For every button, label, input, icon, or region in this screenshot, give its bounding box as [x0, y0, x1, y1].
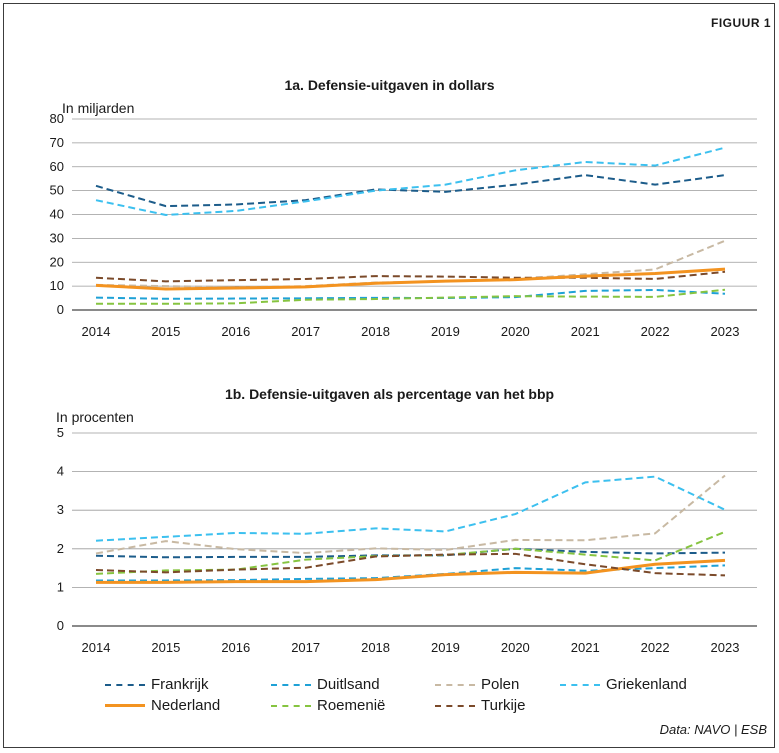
source-note: Data: NAVO | ESB [659, 722, 767, 737]
series-line-frankrijk [95, 174, 726, 208]
legend-label: Frankrijk [151, 676, 209, 693]
legend-label: Duitlsand [317, 676, 380, 693]
legend-item: Griekenland [560, 676, 687, 693]
x-tick-label: 2023 [711, 640, 740, 655]
series-line-frankrijk [95, 547, 726, 559]
x-tick-label: 2016 [221, 324, 250, 339]
legend-label: Nederland [151, 697, 221, 714]
x-tick-label: 2015 [151, 324, 180, 339]
legend-swatch [435, 704, 475, 707]
series-line-polen [95, 474, 726, 555]
figure-label: FIGUUR 1 [710, 16, 771, 30]
x-tick-label: 2021 [571, 324, 600, 339]
series-line-nederland [95, 267, 726, 291]
legend-item: Nederland [105, 697, 220, 714]
y-tick-label: 4 [57, 464, 64, 479]
x-tick-label: 2023 [711, 324, 740, 339]
y-tick-label: 70 [50, 135, 64, 150]
y-tick-label: 50 [50, 183, 64, 198]
series-line-turkije [95, 552, 726, 577]
series-line-turkije [95, 270, 726, 283]
y-tick-label: 10 [50, 278, 64, 293]
y-tick-label: 0 [57, 302, 64, 317]
y-tick-label: 5 [57, 425, 64, 440]
x-tick-label: 2014 [82, 324, 111, 339]
y-tick-label: 3 [57, 502, 64, 517]
legend-swatch [271, 683, 311, 686]
legend-item: Duitlsand [271, 676, 380, 693]
y-tick-label: 40 [50, 207, 64, 222]
legend-swatch [435, 683, 475, 686]
legend-item: Roemenië [271, 697, 385, 714]
x-tick-label: 2020 [501, 324, 530, 339]
x-tick-label: 2014 [82, 640, 111, 655]
legend-item: Polen [435, 676, 519, 693]
legend-swatch [105, 683, 145, 686]
y-tick-label: 60 [50, 159, 64, 174]
chart-1b: 0 1 2 3 4 5 2014 2015 2016 2017 2018 2019 2020 2021 20… [57, 425, 757, 655]
series-line-griekenland [95, 146, 726, 216]
legend-label: Roemenië [317, 697, 386, 714]
x-tick-label: 2019 [431, 640, 460, 655]
x-tick-label: 2017 [291, 324, 320, 339]
legend-swatch [271, 704, 311, 707]
y-tick-label: 30 [50, 230, 64, 245]
chart-1b-title: 1b. Defensie-uitgaven als percentage van… [224, 386, 555, 402]
y-tick-label: 1 [57, 579, 64, 594]
x-tick-label: 2019 [431, 324, 460, 339]
legend-label: Griekenland [606, 676, 687, 693]
x-tick-label: 2015 [151, 640, 180, 655]
figure-frame [3, 3, 775, 748]
x-tick-label: 2022 [641, 324, 670, 339]
chart-1b-ylabel: In procenten [56, 409, 134, 425]
x-tick-label: 2021 [571, 640, 600, 655]
legend-label: Turkije [481, 697, 526, 714]
legend-item: Turkije [435, 697, 525, 714]
legend-swatch [105, 704, 145, 707]
y-tick-label: 20 [50, 254, 64, 269]
legend-item: Frankrijk [105, 676, 209, 693]
x-tick-label: 2016 [221, 640, 250, 655]
chart-1a-title: 1a. Defensie-uitgaven in dollars [284, 77, 495, 93]
series-line-roemenie [96, 288, 726, 305]
y-tick-label: 80 [50, 111, 64, 126]
legend-swatch [560, 683, 600, 686]
x-tick-label: 2017 [291, 640, 320, 655]
series-line-nederland [96, 558, 726, 584]
x-tick-label: 2018 [361, 640, 390, 655]
chart-1a-ylabel: In miljarden [62, 100, 135, 116]
x-tick-label: 2020 [501, 640, 530, 655]
y-tick-label: 2 [57, 541, 64, 556]
legend-label: Polen [481, 676, 520, 693]
series-line-griekenland [95, 475, 726, 542]
y-tick-label: 0 [57, 618, 64, 633]
x-tick-label: 2018 [361, 324, 390, 339]
x-tick-label: 2022 [641, 640, 670, 655]
chart-1a: 0 10 20 30 40 50 60 70 80 2014 2015 2016 2017 2018 201… [50, 111, 757, 339]
